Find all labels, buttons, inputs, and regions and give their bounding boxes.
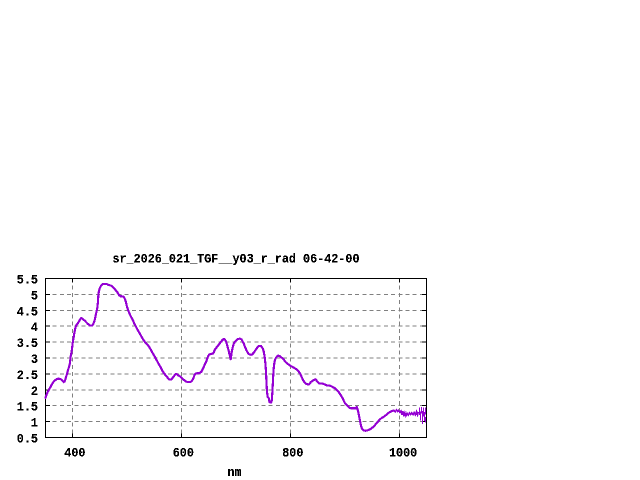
svg-text:sr_2026_021_TGF__y03_r_rad 06-: sr_2026_021_TGF__y03_r_rad 06-42-00 — [112, 252, 359, 266]
svg-text:0.5: 0.5 — [17, 433, 38, 447]
svg-text:1000: 1000 — [389, 446, 417, 460]
svg-text:3.5: 3.5 — [17, 337, 38, 351]
svg-text:5: 5 — [31, 289, 38, 303]
svg-text:1.5: 1.5 — [17, 401, 38, 415]
svg-text:5.5: 5.5 — [17, 274, 38, 288]
svg-text:800: 800 — [282, 446, 303, 460]
svg-text:2: 2 — [31, 385, 38, 399]
svg-text:1: 1 — [31, 417, 38, 431]
svg-text:nm: nm — [227, 466, 242, 480]
svg-text:400: 400 — [64, 446, 85, 460]
svg-text:600: 600 — [173, 446, 194, 460]
svg-text:2.5: 2.5 — [17, 369, 38, 383]
svg-text:3: 3 — [31, 353, 38, 367]
svg-text:4.5: 4.5 — [17, 305, 38, 319]
svg-text:4: 4 — [31, 321, 39, 335]
